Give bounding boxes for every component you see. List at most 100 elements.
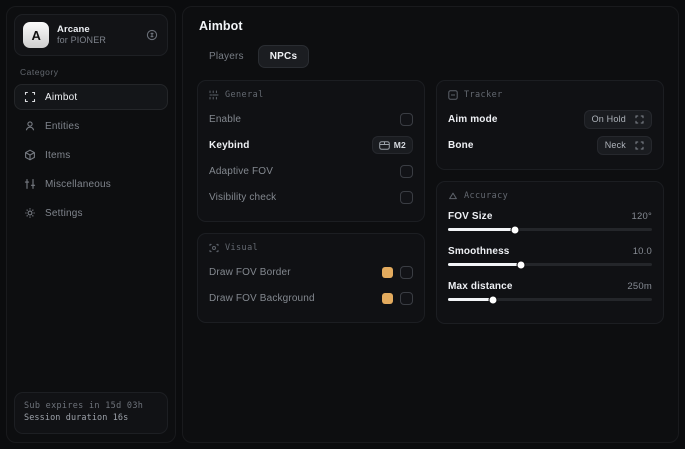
- triangle-icon: [448, 191, 458, 201]
- sidebar-item-entities[interactable]: Entities: [14, 113, 168, 139]
- row-label: Keybind: [209, 139, 250, 151]
- slider-label: FOV Size: [448, 211, 493, 222]
- crosshair-icon: [24, 91, 36, 103]
- slider-header: Smoothness 10.0: [448, 246, 652, 257]
- row-label: Draw FOV Background: [209, 292, 315, 304]
- keybind-value: M2: [393, 140, 406, 150]
- card-accuracy: Accuracy FOV Size 120°: [436, 181, 664, 324]
- grid-icon: [209, 90, 219, 100]
- slider-knob[interactable]: [489, 296, 497, 303]
- sidebar-item-label: Entities: [45, 120, 80, 132]
- sidebar-item-aimbot[interactable]: Aimbot: [14, 84, 168, 110]
- row-enable[interactable]: Enable: [209, 106, 413, 132]
- row-label: Aim mode: [448, 113, 498, 125]
- profile-subtitle: for PIONER: [57, 35, 107, 46]
- slider-header: Max distance 250m: [448, 281, 652, 292]
- right-column: Tracker Aim mode On Hold: [436, 80, 664, 324]
- slider-fill: [448, 263, 522, 266]
- sidebar-item-settings[interactable]: Settings: [14, 200, 168, 226]
- sidebar-item-label: Items: [45, 149, 71, 161]
- fov-border-color-swatch[interactable]: [382, 266, 393, 278]
- row-label: Adaptive FOV: [209, 165, 274, 177]
- settings-icon[interactable]: [145, 28, 159, 42]
- enable-checkbox[interactable]: [400, 112, 413, 126]
- sidebar-item-label: Aimbot: [45, 91, 78, 103]
- slider-smoothness: Smoothness 10.0: [448, 242, 652, 277]
- fov-size-slider-track[interactable]: [448, 226, 652, 233]
- row-visibility-check[interactable]: Visibility check: [209, 184, 413, 210]
- slider-fill: [448, 298, 493, 301]
- card-visual-header: Visual: [209, 243, 413, 253]
- slider-header: FOV Size 120°: [448, 211, 652, 222]
- card-general: General Enable Keybind: [197, 80, 425, 222]
- slider-knob[interactable]: [511, 226, 519, 233]
- category-label: Category: [20, 67, 59, 77]
- slider-fill: [448, 228, 516, 231]
- row-label: Enable: [209, 113, 242, 125]
- row-adaptive-fov[interactable]: Adaptive FOV: [209, 158, 413, 184]
- target-icon: [448, 90, 458, 100]
- max-distance-slider-track[interactable]: [448, 296, 652, 303]
- card-visual-title: Visual: [225, 243, 259, 253]
- row-control: [382, 265, 413, 279]
- row-bone[interactable]: Bone Neck: [448, 132, 652, 158]
- aim-mode-value: On Hold: [591, 114, 626, 124]
- mouse-icon: [378, 140, 390, 150]
- card-accuracy-header: Accuracy: [448, 191, 652, 201]
- slider-label: Smoothness: [448, 246, 510, 257]
- card-general-header: General: [209, 90, 413, 100]
- profile-card[interactable]: A Arcane for PIONER: [14, 14, 168, 56]
- draw-fov-border-checkbox[interactable]: [400, 265, 413, 279]
- expand-icon: [635, 141, 644, 150]
- row-label: Bone: [448, 139, 474, 151]
- gear-icon: [24, 207, 36, 219]
- row-control: M2: [371, 136, 413, 154]
- bone-select[interactable]: Neck: [596, 135, 652, 155]
- aim-mode-select[interactable]: On Hold: [583, 109, 652, 129]
- card-visual: Visual Draw FOV Border Draw FOV Backgrou…: [197, 233, 425, 323]
- draw-fov-background-checkbox[interactable]: [400, 291, 413, 305]
- card-general-title: General: [225, 90, 264, 100]
- main-content: Aimbot Players NPCs General: [182, 6, 679, 443]
- sliders-icon: [24, 178, 36, 190]
- sidebar-item-miscellaneous[interactable]: Miscellaneous: [14, 171, 168, 197]
- row-draw-fov-border[interactable]: Draw FOV Border: [209, 259, 413, 285]
- adaptive-fov-checkbox[interactable]: [400, 164, 413, 178]
- page-title: Aimbot: [199, 19, 243, 33]
- slider-value: 120°: [631, 211, 652, 222]
- smoothness-slider-track[interactable]: [448, 261, 652, 268]
- row-draw-fov-background[interactable]: Draw FOV Background: [209, 285, 413, 311]
- slider-knob[interactable]: [517, 261, 525, 268]
- card-tracker-title: Tracker: [464, 90, 503, 100]
- box-icon: [24, 149, 36, 161]
- subscription-status-card: Sub expires in 15d 03h Session duration …: [14, 391, 168, 434]
- sidebar: A Arcane for PIONER Category Ai: [6, 6, 176, 443]
- avatar: A: [23, 22, 49, 48]
- profile-text: Arcane for PIONER: [57, 24, 137, 47]
- row-control: [382, 291, 413, 305]
- sidebar-item-label: Settings: [45, 207, 83, 219]
- tab-bar: Players NPCs: [197, 45, 664, 68]
- row-aim-mode[interactable]: Aim mode On Hold: [448, 106, 652, 132]
- session-duration: Session duration 16s: [24, 413, 129, 424]
- bone-value: Neck: [604, 140, 626, 150]
- slider-fov-size: FOV Size 120°: [448, 207, 652, 242]
- card-tracker-header: Tracker: [448, 90, 652, 100]
- row-control: [400, 112, 413, 126]
- keybind-button[interactable]: M2: [371, 136, 413, 154]
- slider-value: 10.0: [632, 246, 652, 257]
- row-control: [400, 190, 413, 204]
- row-label: Draw FOV Border: [209, 266, 291, 278]
- tab-players[interactable]: Players: [209, 51, 244, 62]
- fov-background-color-swatch[interactable]: [382, 292, 393, 304]
- row-keybind[interactable]: Keybind M2: [209, 132, 413, 158]
- eye-icon: [209, 243, 219, 253]
- tab-npcs[interactable]: NPCs: [257, 45, 310, 68]
- sidebar-item-items[interactable]: Items: [14, 142, 168, 168]
- visibility-check-checkbox[interactable]: [400, 190, 413, 204]
- card-accuracy-title: Accuracy: [464, 191, 509, 201]
- sidebar-spacer: [14, 226, 168, 392]
- slider-value: 250m: [627, 281, 652, 292]
- card-tracker: Tracker Aim mode On Hold: [436, 80, 664, 170]
